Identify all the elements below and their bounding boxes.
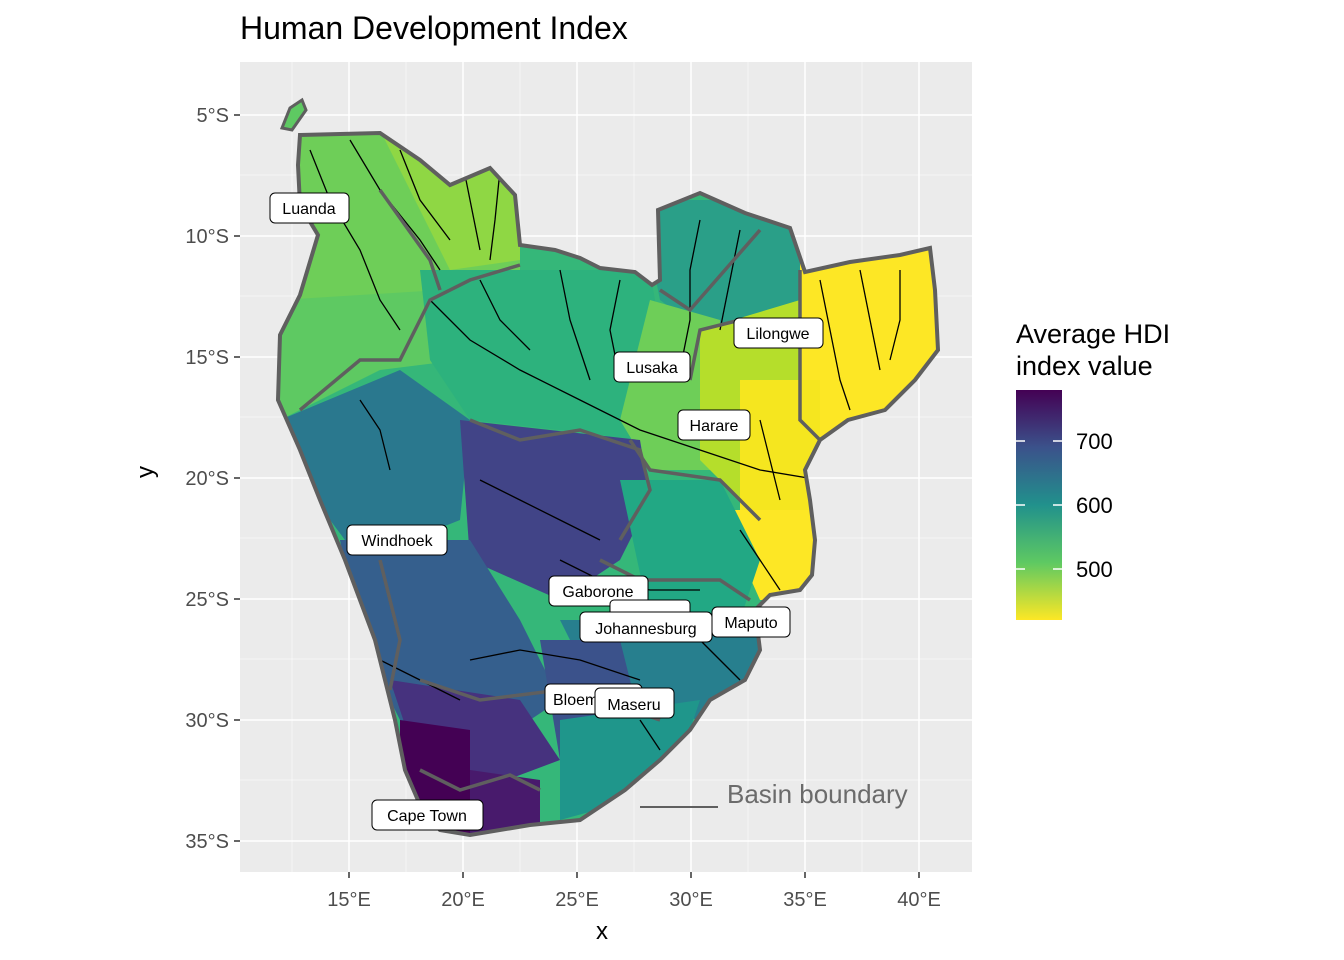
x-tick-label: 35°E [783, 889, 827, 911]
city-label-box [677, 409, 751, 441]
city-label-box [371, 799, 484, 831]
x-tick-label: 40°E [897, 889, 941, 911]
city-label: Harare [690, 418, 739, 435]
city-label: Gaborone [562, 584, 633, 601]
city-label-box [346, 524, 448, 556]
y-axis-label: y [132, 466, 159, 478]
legend-tick-label: 500 [1076, 557, 1113, 582]
legend-title-line: index value [1016, 351, 1153, 381]
city-label-box [548, 575, 649, 607]
x-tick-label: 25°E [555, 889, 599, 911]
y-tick-label: 10°S [185, 226, 229, 248]
y-tick-label: 35°S [185, 831, 229, 853]
city-label: Johannesburg [595, 621, 696, 638]
legend-tick-label: 600 [1076, 493, 1113, 518]
city-label: Cape Town [387, 808, 467, 825]
legend-title-line: Average HDI [1016, 319, 1171, 349]
y-tick-label: 15°S [185, 347, 229, 369]
x-tick-label: 15°E [327, 889, 371, 911]
x-axis-label: x [596, 918, 608, 945]
y-tick-label: 30°S [185, 710, 229, 732]
city-label-box [594, 687, 675, 719]
y-tick-label: 5°S [197, 105, 229, 127]
city-label: Maseru [607, 697, 660, 714]
city-label-box [269, 192, 350, 224]
y-tick-label: 20°S [185, 468, 229, 490]
city-label-box [733, 317, 824, 349]
city-label-box [711, 606, 791, 638]
y-tick-labels: 5°S 10°S 15°S 20°S 25°S 30°S 35°S [185, 105, 229, 853]
map-title: Human Development Index [240, 10, 628, 46]
city-label: Lilongwe [746, 326, 809, 343]
x-tick-label: 30°E [669, 889, 713, 911]
axis-ticks [234, 114, 920, 878]
city-label-box [613, 351, 691, 383]
city-label: Windhoek [361, 533, 433, 550]
city-labels: Luanda Lilongwe Lusaka Harare Windhoek G… [269, 192, 824, 831]
city-label: Luanda [282, 201, 335, 218]
x-tick-labels: 15°E 20°E 25°E 30°E 35°E 40°E [327, 889, 941, 911]
city-label: Lusaka [626, 360, 678, 377]
legend-tick-labels: 700 600 500 [1076, 429, 1113, 582]
legend-title: Average HDI index value [1016, 318, 1170, 382]
x-tick-label: 20°E [441, 889, 485, 911]
city-label: Maputo [724, 615, 777, 632]
legend-tick-label: 700 [1076, 429, 1113, 454]
annotation-basin-boundary: Basin boundary [727, 779, 908, 809]
y-tick-label: 25°S [185, 589, 229, 611]
